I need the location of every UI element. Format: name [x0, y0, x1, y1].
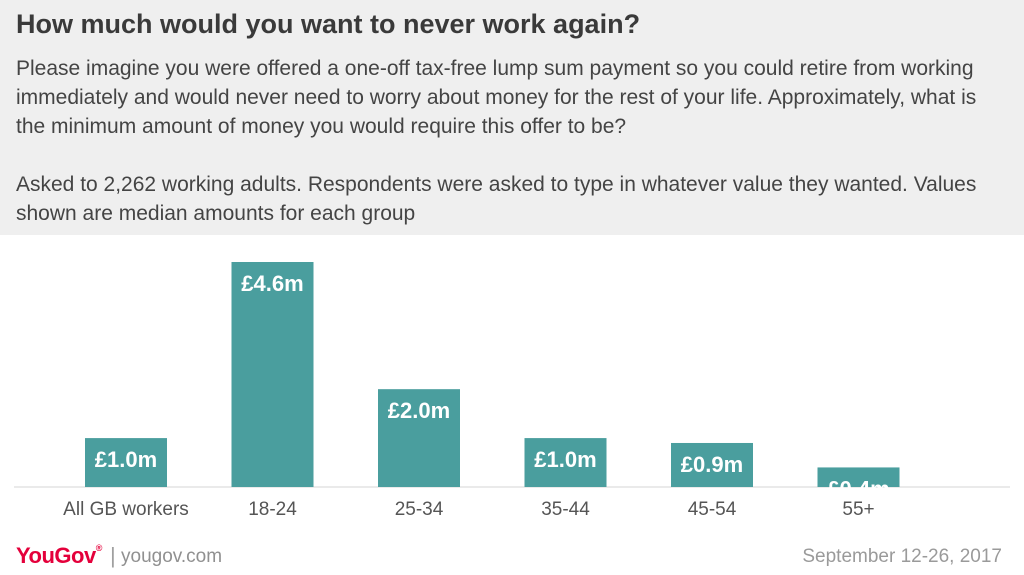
bar-chart: £1.0m All GB workers £4.6m 18-24 £2.0m 25-34 £… — [14, 262, 1010, 520]
bar — [231, 262, 314, 487]
data-label: £0.4m — [827, 476, 889, 501]
category-label: 18-24 — [248, 499, 297, 520]
data-label: £1.0m — [534, 447, 596, 472]
header-panel: How much would you want to never work ag… — [0, 0, 1024, 235]
footer-date: September 12-26, 2017 — [802, 546, 1002, 567]
footer-separator: | — [110, 543, 116, 568]
category-label: 35-44 — [541, 499, 590, 520]
bar — [817, 467, 900, 487]
bar — [378, 389, 460, 487]
bar — [524, 438, 607, 487]
category-label: 55+ — [842, 499, 874, 520]
survey-question: Please imagine you were offered a one-of… — [16, 57, 977, 138]
data-label: £4.6m — [241, 271, 303, 296]
data-label: £2.0m — [388, 398, 450, 423]
bar — [85, 438, 167, 487]
bar — [671, 442, 753, 487]
chart-title: How much would you want to never work ag… — [16, 9, 641, 39]
category-label: 25-34 — [395, 499, 444, 520]
footer-site: yougov.com — [121, 546, 223, 567]
logo-text: YouGov — [16, 543, 96, 568]
category-label: All GB workers — [63, 499, 189, 520]
survey-note: Asked to 2,262 working adults. Responden… — [16, 173, 977, 225]
data-label: £1.0m — [95, 447, 157, 472]
yougov-logo: YouGov® — [16, 543, 102, 568]
category-label: 45-54 — [688, 499, 737, 520]
data-label: £0.9m — [681, 452, 743, 477]
